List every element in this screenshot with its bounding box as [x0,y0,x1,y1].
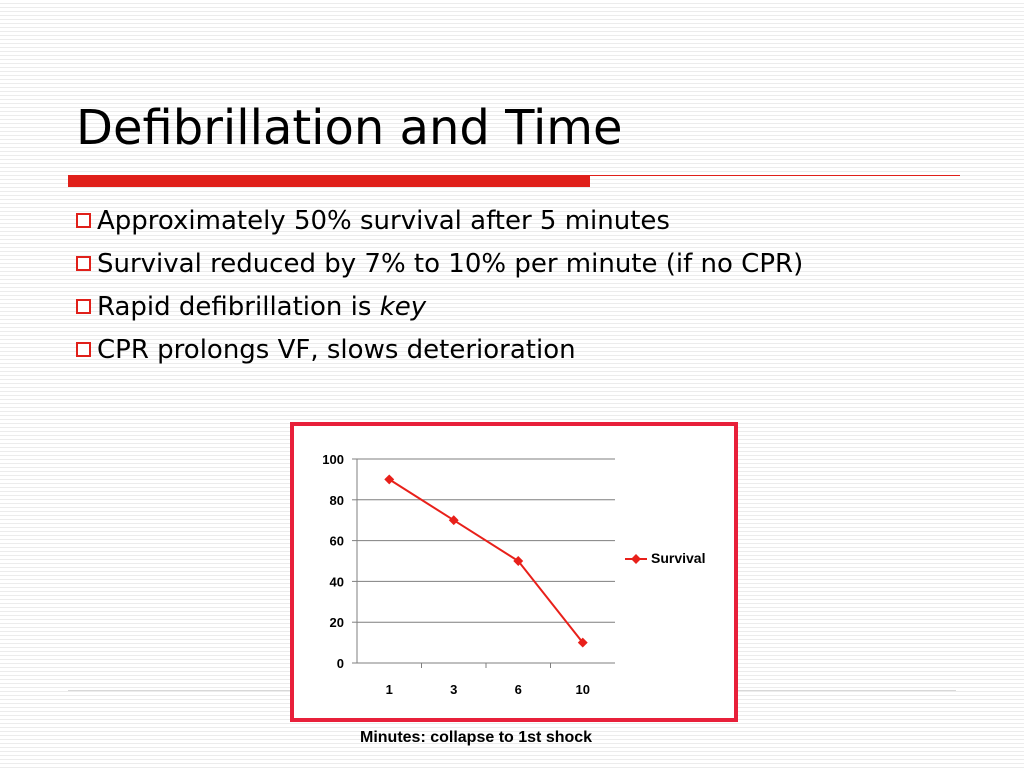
square-bullet-icon [76,342,91,357]
chart-legend: Survival [624,549,705,567]
data-point [384,474,395,485]
y-tick-label: 20 [330,615,344,630]
x-tick-label: 1 [386,682,393,697]
legend-series-name: Survival [651,550,706,566]
data-point [513,556,524,566]
bullet-list: Approximately 50% survival after 5 minut… [76,204,803,376]
y-tick-label: 100 [322,452,344,467]
bullet-item: Approximately 50% survival after 5 minut… [76,204,803,247]
square-bullet-icon [76,213,91,228]
title-underline-thick [68,175,590,187]
survival-chart: 0 20 40 60 80 100 1 3 6 10 [322,452,615,697]
chart-frame: 0 20 40 60 80 100 1 3 6 10 [290,422,738,722]
legend-line-marker-icon [625,554,647,564]
y-tick-label: 60 [330,534,344,549]
data-point [448,515,459,526]
y-tick-label: 80 [330,493,344,508]
x-tick-label: 6 [515,682,522,697]
x-tick-label: 10 [576,682,590,697]
bullet-item: Rapid defibrillation is key [76,290,803,333]
bullet-item: CPR prolongs VF, slows deterioration [76,333,803,376]
bullet-emphasis: key [379,292,427,322]
square-bullet-icon [76,256,91,271]
series-line-survival [388,478,584,644]
bullet-text: Rapid defibrillation is [97,292,380,322]
x-tick-label: 3 [450,682,457,697]
bullet-text: Survival reduced by 7% to 10% per minute… [97,249,804,279]
square-bullet-icon [76,299,91,314]
bullet-item: Survival reduced by 7% to 10% per minute… [76,247,803,290]
title-underline-thin [590,175,960,176]
bullet-text: Approximately 50% survival after 5 minut… [97,206,670,236]
y-tick-label: 40 [330,574,344,589]
data-point [577,637,588,648]
y-tick-label: 0 [337,656,344,671]
bullet-text: CPR prolongs VF, slows deterioration [97,335,576,365]
slide-title: Defibrillation and Time [76,100,623,156]
x-axis-label: Minutes: collapse to 1st shock [360,729,593,746]
